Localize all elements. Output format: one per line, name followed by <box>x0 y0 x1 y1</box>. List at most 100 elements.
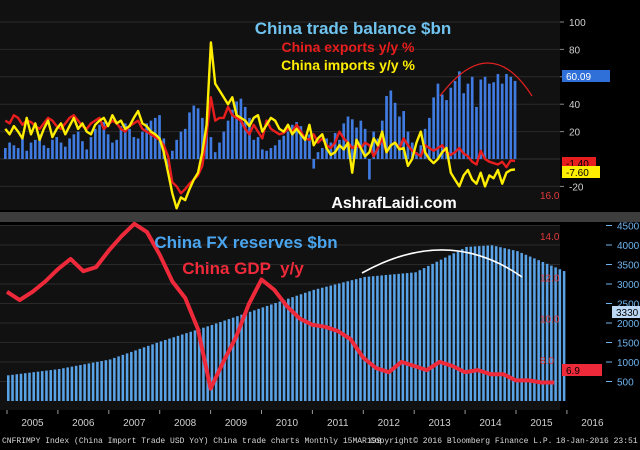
fx-reserves-bar <box>558 269 562 401</box>
fx-reserves-bar <box>316 288 320 401</box>
trade-balance-bar <box>111 142 114 159</box>
trade-balance-bar <box>333 132 337 159</box>
fx-reserves-bar <box>155 342 159 401</box>
trade-balance-bar <box>466 83 470 159</box>
trade-balance-bar <box>513 80 517 159</box>
trade-balance-bar <box>179 131 183 159</box>
title-trade-balance: China trade balance $bn <box>255 19 452 38</box>
trade-balance-arc <box>439 62 533 97</box>
label-trade-balance-badge <box>562 70 610 82</box>
fx-reserves-bar <box>435 261 439 401</box>
fx-reserves-bar <box>197 329 201 401</box>
trade-balance-bar <box>63 146 67 159</box>
fx-reserves-bar <box>253 310 256 401</box>
top-axis-tick-label: 80 <box>569 45 581 56</box>
fx-reserves-bar <box>206 326 209 401</box>
trade-balance-bar <box>299 126 303 159</box>
fx-reserves-bar <box>473 246 477 401</box>
fx-reserves-bar <box>507 249 511 401</box>
legend-gdp: China GDP y/y <box>182 259 304 278</box>
fx-reserves-bar <box>431 263 434 401</box>
trade-balance-bar <box>218 142 221 159</box>
fx-reserves-bar <box>562 271 566 401</box>
trade-balance-bar <box>33 139 37 159</box>
fx-reserves-bar <box>537 260 540 401</box>
top-axis-tick-label: 20 <box>569 128 581 139</box>
fx-reserves-bar <box>354 279 358 401</box>
fx-reserves-bar <box>503 248 506 401</box>
fx-reserves-bar <box>79 365 82 401</box>
trade-balance-bar <box>419 145 423 159</box>
trade-lines <box>4 41 516 210</box>
trade-balance-bar <box>72 134 76 159</box>
label-imports: -7.60 <box>566 168 589 179</box>
fx-reserves-bar <box>168 338 171 401</box>
fx-reserves-bar <box>219 322 222 401</box>
fx-reserves-bar <box>511 250 515 401</box>
fx-reserves-bar <box>66 367 69 401</box>
trade-balance-bar <box>235 101 238 159</box>
label-gdp-badge <box>562 364 602 376</box>
fx-reserves-bar <box>427 265 430 401</box>
trade-balance-bar <box>68 138 71 159</box>
fx-reserves-bar <box>214 323 218 401</box>
fx-reserves-bar <box>550 265 553 401</box>
trade-balance-bar <box>368 159 371 180</box>
fx-reserves-bar <box>461 249 464 401</box>
fx-reserves-bar <box>261 307 265 401</box>
fx-reserves-bar <box>57 369 61 401</box>
x-axis-tick-label: 2016 <box>581 418 604 429</box>
fx-reserves-bar <box>304 292 307 401</box>
fx-reserves-bar <box>231 317 235 401</box>
last-value-labels: 60.09 -1.40-7.60 3330 6.9 <box>562 70 640 377</box>
fx-reserves-bar <box>23 373 27 401</box>
fx-reserves-bar <box>193 330 197 401</box>
trade-balance-bar <box>329 142 333 159</box>
x-axis-tick-label: 2008 <box>174 418 197 429</box>
trade-balance-bar <box>273 145 277 159</box>
trade-balance-bar <box>269 148 273 159</box>
fx-reserves-bar <box>291 297 294 401</box>
trade-balance-bar <box>500 83 504 159</box>
trade-balance-bar <box>46 148 50 159</box>
fx-reserves-bar <box>36 371 40 401</box>
trade-balance-bar <box>470 76 474 159</box>
fx-reserves-bar <box>482 245 485 401</box>
x-axis-tick-label: 2014 <box>479 418 502 429</box>
fx-axis-tick-label: 3000 <box>617 280 640 291</box>
x-axis-tick-label: 2015 <box>530 418 553 429</box>
trade-balance-bar <box>59 142 63 159</box>
trade-balance-bar <box>261 149 264 159</box>
footer: CNFRIMPY Index (China Import Trade USD Y… <box>0 436 640 450</box>
watermark: AshrafLaidi.com <box>331 195 456 212</box>
trade-balance-bar <box>445 100 448 159</box>
fx-reserves-bar <box>108 359 112 401</box>
trade-balance-bar <box>248 117 251 159</box>
fx-reserves-bar <box>163 339 167 401</box>
trade-balance-bar <box>479 79 483 159</box>
trade-balance-bar <box>209 137 213 159</box>
x-axis-tick-label: 2007 <box>123 418 146 429</box>
trade-balance-bar <box>423 128 427 159</box>
trade-balance-bar <box>123 123 127 159</box>
trade-balance-bar <box>12 145 16 159</box>
fx-reserves-bar <box>138 348 142 401</box>
trade-balance-bar <box>308 134 311 159</box>
trade-balance-bar <box>505 74 508 159</box>
trade-balance-bar <box>398 116 401 159</box>
fx-reserves-bar <box>295 295 299 401</box>
x-axis-tick-label: 2011 <box>327 418 349 429</box>
fx-reserves-bar <box>15 374 19 401</box>
trade-balance-bar <box>359 120 363 159</box>
trade-balance-bar <box>29 142 33 159</box>
trade-balance-bar <box>402 111 406 159</box>
trade-balance-bar <box>393 102 397 159</box>
trade-balance-bar <box>8 142 11 159</box>
top-axis-tick-label: 100 <box>569 18 586 29</box>
trade-balance-bar <box>462 93 465 159</box>
trade-balance-bar <box>145 123 149 159</box>
trade-balance-bar <box>440 94 444 159</box>
fx-reserves-bar <box>240 314 243 401</box>
fx-reserves-bar <box>282 300 286 401</box>
fx-reserves-bar <box>520 252 523 401</box>
